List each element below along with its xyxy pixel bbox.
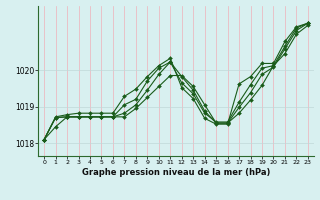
X-axis label: Graphe pression niveau de la mer (hPa): Graphe pression niveau de la mer (hPa) [82,168,270,177]
